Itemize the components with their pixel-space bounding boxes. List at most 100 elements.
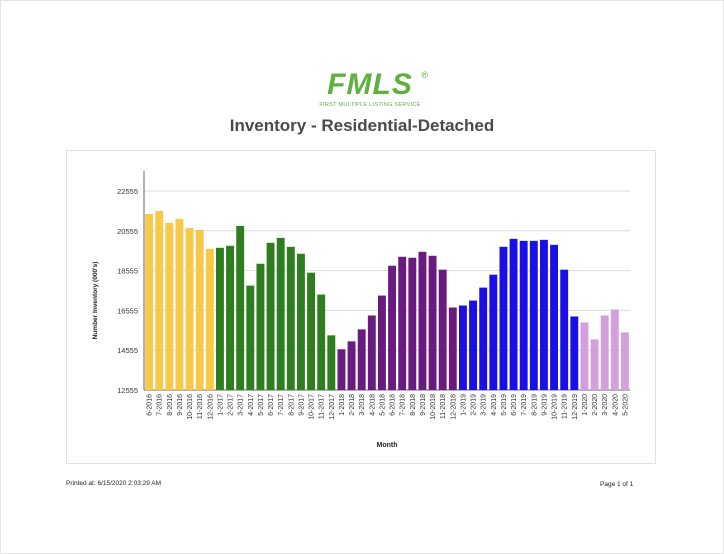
x-tick-label: 4-2020 <box>612 394 619 416</box>
bar-7-2016 <box>155 211 164 390</box>
bar-3-2020 <box>600 315 609 390</box>
bar-12-2017 <box>327 335 336 390</box>
bar-3-2017 <box>236 225 245 390</box>
x-tick-label: 3-2017 <box>238 394 245 416</box>
chart-container: 12555 14555 16555 18555 20555 22555 6-2016 7-20… <box>66 150 656 464</box>
bar-11-2016 <box>195 229 204 390</box>
bar-8-2018 <box>408 257 417 390</box>
bar-2-2019 <box>469 300 478 390</box>
x-tick-label: 5-2019 <box>501 394 508 416</box>
y-tick-label: 16555 <box>117 306 138 315</box>
bar-11-2017 <box>317 294 326 390</box>
bar-12-2018 <box>448 307 457 390</box>
x-tick-label: 8-2017 <box>288 394 295 416</box>
bar-5-2020 <box>620 332 629 390</box>
bar-6-2016 <box>145 213 154 390</box>
bar-2-2017 <box>226 245 235 390</box>
logo-registered-mark: ® <box>421 70 428 80</box>
y-axis-title: Number Inventory (000's) <box>92 262 99 340</box>
x-tick-label: 10-2017 <box>309 394 316 420</box>
x-tick-label: 7-2016 <box>157 394 164 416</box>
x-tick-label: 3-2018 <box>359 394 366 416</box>
x-tick-label: 11-2017 <box>319 394 326 419</box>
bar-8-2016 <box>165 222 174 390</box>
x-tick-label: 5-2017 <box>258 394 265 416</box>
x-tick-label: 2-2018 <box>349 394 356 416</box>
x-tick-label: 2-2017 <box>228 394 235 416</box>
bar-5-2018 <box>377 295 386 390</box>
bar-9-2018 <box>418 251 427 390</box>
x-tick-label: 9-2018 <box>420 394 427 416</box>
x-tick-label: 6-2019 <box>511 394 518 416</box>
bar-10-2018 <box>428 255 437 390</box>
logo-wordmark: FMLS <box>327 68 413 101</box>
bar-10-2016 <box>185 227 194 390</box>
bar-1-2020 <box>580 322 589 390</box>
y-tick-label: 12555 <box>117 386 138 395</box>
x-tick-label: 8-2019 <box>531 394 538 416</box>
logo-tagline: FIRST MULTIPLE LISTING SERVICE <box>319 102 421 108</box>
x-tick-label: 9-2019 <box>541 394 548 416</box>
x-tick-label: 7-2017 <box>278 394 285 416</box>
bar-4-2018 <box>367 315 376 390</box>
page-number: Page 1 of 1 <box>600 481 634 488</box>
bar-7-2017 <box>276 237 285 390</box>
bar-6-2018 <box>388 265 397 390</box>
bar-4-2020 <box>610 309 619 390</box>
x-tick-label: 1-2018 <box>339 394 346 416</box>
bar-6-2019 <box>509 238 518 390</box>
x-tick-label: 1-2020 <box>582 394 589 416</box>
x-tick-label: 3-2020 <box>602 394 609 416</box>
x-tick-label: 7-2019 <box>521 394 528 416</box>
bar-5-2017 <box>256 263 265 390</box>
bar-5-2019 <box>499 246 508 390</box>
bar-1-2019 <box>458 305 467 390</box>
bar-6-2017 <box>266 242 275 390</box>
bar-3-2018 <box>357 329 366 390</box>
bar-1-2018 <box>337 349 346 390</box>
x-tick-label: 4-2017 <box>248 394 255 416</box>
bar-3-2019 <box>479 287 488 390</box>
bar-2-2020 <box>590 339 599 390</box>
x-tick-label: 5-2018 <box>379 394 386 416</box>
x-tick-label: 12-2018 <box>450 394 457 420</box>
x-tick-label: 9-2016 <box>177 394 184 416</box>
x-tick-label: 8-2018 <box>410 394 417 416</box>
y-tick-label: 20555 <box>117 227 138 236</box>
x-tick-label: 1-2017 <box>217 394 224 416</box>
x-tick-label: 3-2019 <box>481 394 488 416</box>
x-tick-label: 7-2018 <box>400 394 407 416</box>
printed-at-label: Printed at: <box>66 480 96 487</box>
x-tick-label: 5-2020 <box>622 394 629 416</box>
bar-4-2019 <box>489 274 498 390</box>
x-tick-label: 2-2019 <box>471 394 478 416</box>
bar-10-2019 <box>550 244 559 390</box>
x-tick-label: 9-2017 <box>298 394 305 416</box>
bar-7-2019 <box>519 240 528 390</box>
x-tick-label: 11-2016 <box>197 394 204 419</box>
x-tick-label: 4-2018 <box>369 394 376 416</box>
bar-11-2019 <box>560 269 569 390</box>
x-tick-label: 11-2019 <box>562 394 569 419</box>
y-tick-label: 22555 <box>117 187 138 196</box>
y-tick-label: 14555 <box>117 346 138 355</box>
bar-8-2017 <box>286 246 295 390</box>
printed-at-value: 6/15/2020 2:03:29 AM <box>97 480 162 487</box>
x-tick-label: 4-2019 <box>491 394 498 416</box>
x-tick-label: 2-2020 <box>592 394 599 416</box>
printed-at: Printed at: 6/15/2020 2:03:29 AM <box>66 480 161 487</box>
bar-9-2017 <box>296 253 305 390</box>
x-tick-label: 1-2019 <box>460 394 467 416</box>
bar-9-2019 <box>539 239 548 390</box>
bar-8-2019 <box>529 240 538 390</box>
x-axis-title: Month <box>377 442 398 449</box>
x-tick-label: 6-2018 <box>390 394 397 416</box>
x-tick-label: 12-2019 <box>572 394 579 420</box>
x-tick-label: 10-2018 <box>430 394 437 420</box>
y-tick-label: 18555 <box>117 267 138 276</box>
bar-12-2016 <box>205 248 214 390</box>
bar-9-2016 <box>175 218 184 390</box>
x-tick-label: 6-2017 <box>268 394 275 416</box>
bar-10-2017 <box>307 272 316 390</box>
